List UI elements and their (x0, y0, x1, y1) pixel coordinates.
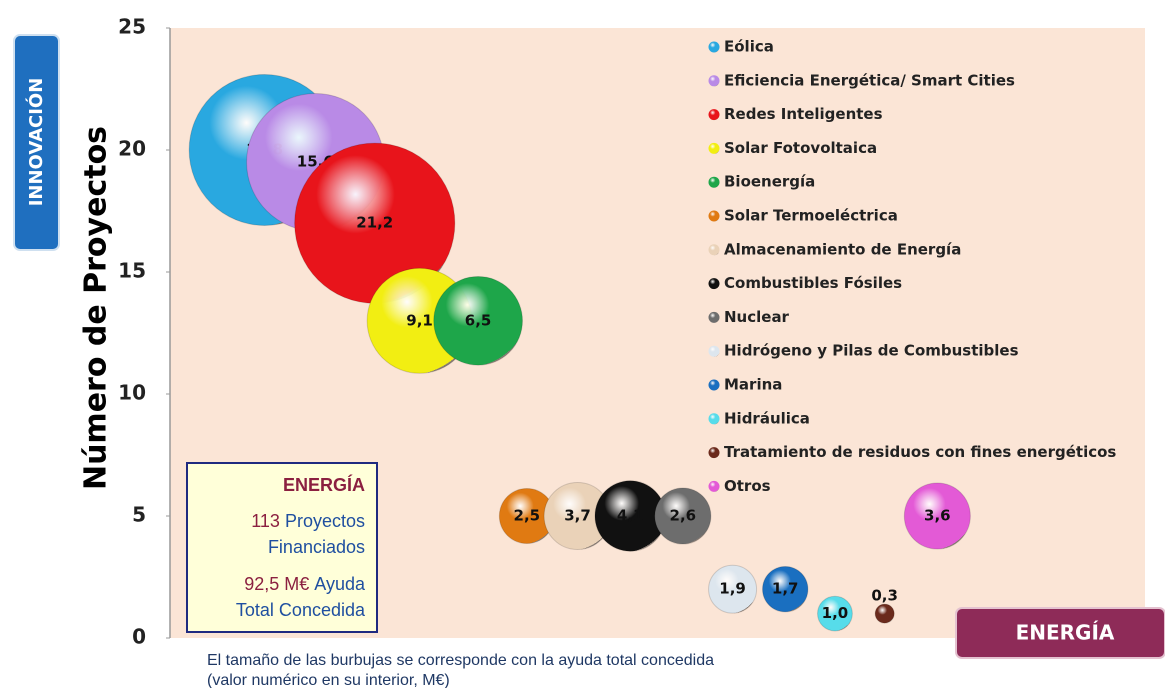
legend-label: Eólica (724, 38, 774, 56)
caption: El tamaño de las burbujas se corresponde… (207, 652, 714, 669)
info-line: 92,5 M€ Ayuda (244, 574, 366, 594)
y-tick-label: 15 (118, 259, 146, 283)
legend-marker (708, 75, 720, 87)
legend-marker (708, 447, 720, 459)
info-amount: 92,5 M€ (244, 574, 309, 594)
y-tick-label: 0 (132, 625, 146, 649)
legend-marker (708, 311, 720, 323)
bubble-label: 1,0 (822, 604, 849, 622)
legend-marker (708, 41, 720, 53)
bubble-label: 4,1 (617, 507, 644, 525)
y-tick-label: 20 (118, 137, 146, 161)
bubble (874, 603, 895, 624)
bubble (708, 564, 758, 614)
info-text: Financiados (268, 537, 365, 557)
legend-label: Hidrógeno y Pilas de Combustibles (724, 342, 1019, 360)
legend-label: Almacenamiento de Energía (724, 240, 961, 258)
bubble-label: 3,6 (924, 507, 951, 525)
side-tag-box (13, 34, 60, 251)
bubble (762, 566, 809, 613)
bubble (903, 482, 971, 550)
side-tag: INNOVACIÓN (25, 78, 47, 207)
legend-label: Hidráulica (724, 409, 810, 427)
legend-marker (708, 210, 720, 222)
legend-label: Bioenergía (724, 173, 815, 191)
bubble-label: 1,7 (772, 580, 799, 598)
legend-label: Combustibles Fósiles (724, 274, 902, 292)
info-text: Proyectos (285, 511, 365, 531)
legend-marker (708, 142, 720, 154)
bubble (654, 487, 712, 545)
info-line: 113 Proyectos (251, 511, 365, 531)
info-box (186, 462, 378, 633)
bubble-label: 2,5 (514, 507, 541, 525)
legend-label: Eficiencia Energética/ Smart Cities (724, 71, 1015, 89)
bubble-label: 1,9 (719, 580, 746, 598)
y-tick-label: 25 (118, 15, 146, 39)
legend-label: Otros (724, 477, 771, 495)
bubble-label: 6,5 (465, 311, 492, 329)
bubble (433, 275, 523, 366)
legend-label: Nuclear (724, 308, 790, 326)
legend-label: Redes Inteligentes (724, 105, 883, 123)
y-axis-title: Número de Proyectos (79, 126, 114, 490)
info-count: 113 (251, 511, 280, 531)
y-tick-label: 10 (118, 381, 146, 405)
legend-marker (708, 413, 720, 425)
bubble (817, 595, 853, 632)
info-title: ENERGÍA (283, 474, 365, 495)
bubble-label: 2,6 (670, 507, 697, 525)
y-tick-label: 5 (132, 503, 146, 527)
legend-label: Solar Termoeléctrica (724, 207, 898, 225)
corner-tag-box (955, 607, 1165, 659)
legend-label: Solar Fotovoltaica (724, 139, 877, 157)
legend-marker (708, 345, 720, 357)
info-text: Total Concedida (236, 600, 366, 620)
legend-marker (708, 379, 720, 391)
bubble-label: 9,1 (406, 311, 433, 329)
bubble-label: 3,7 (564, 507, 591, 525)
legend-marker (708, 480, 720, 492)
legend-label: Tratamiento de residuos con fines energé… (724, 443, 1116, 461)
info-text: Ayuda (314, 574, 366, 594)
legend-marker (708, 278, 720, 290)
bubble-label: 0,3 (871, 587, 898, 605)
bubbles: 18,815,621,29,16,52,53,74,12,61,91,71,00… (188, 74, 971, 632)
legend-marker (708, 176, 720, 188)
legend-marker (708, 244, 720, 256)
corner-tag: ENERGÍA (1016, 621, 1115, 645)
bubble-label: 21,2 (356, 214, 393, 232)
caption: (valor numérico en su interior, M€) (207, 672, 450, 688)
legend-marker (708, 109, 720, 121)
legend-label: Marina (724, 376, 782, 394)
